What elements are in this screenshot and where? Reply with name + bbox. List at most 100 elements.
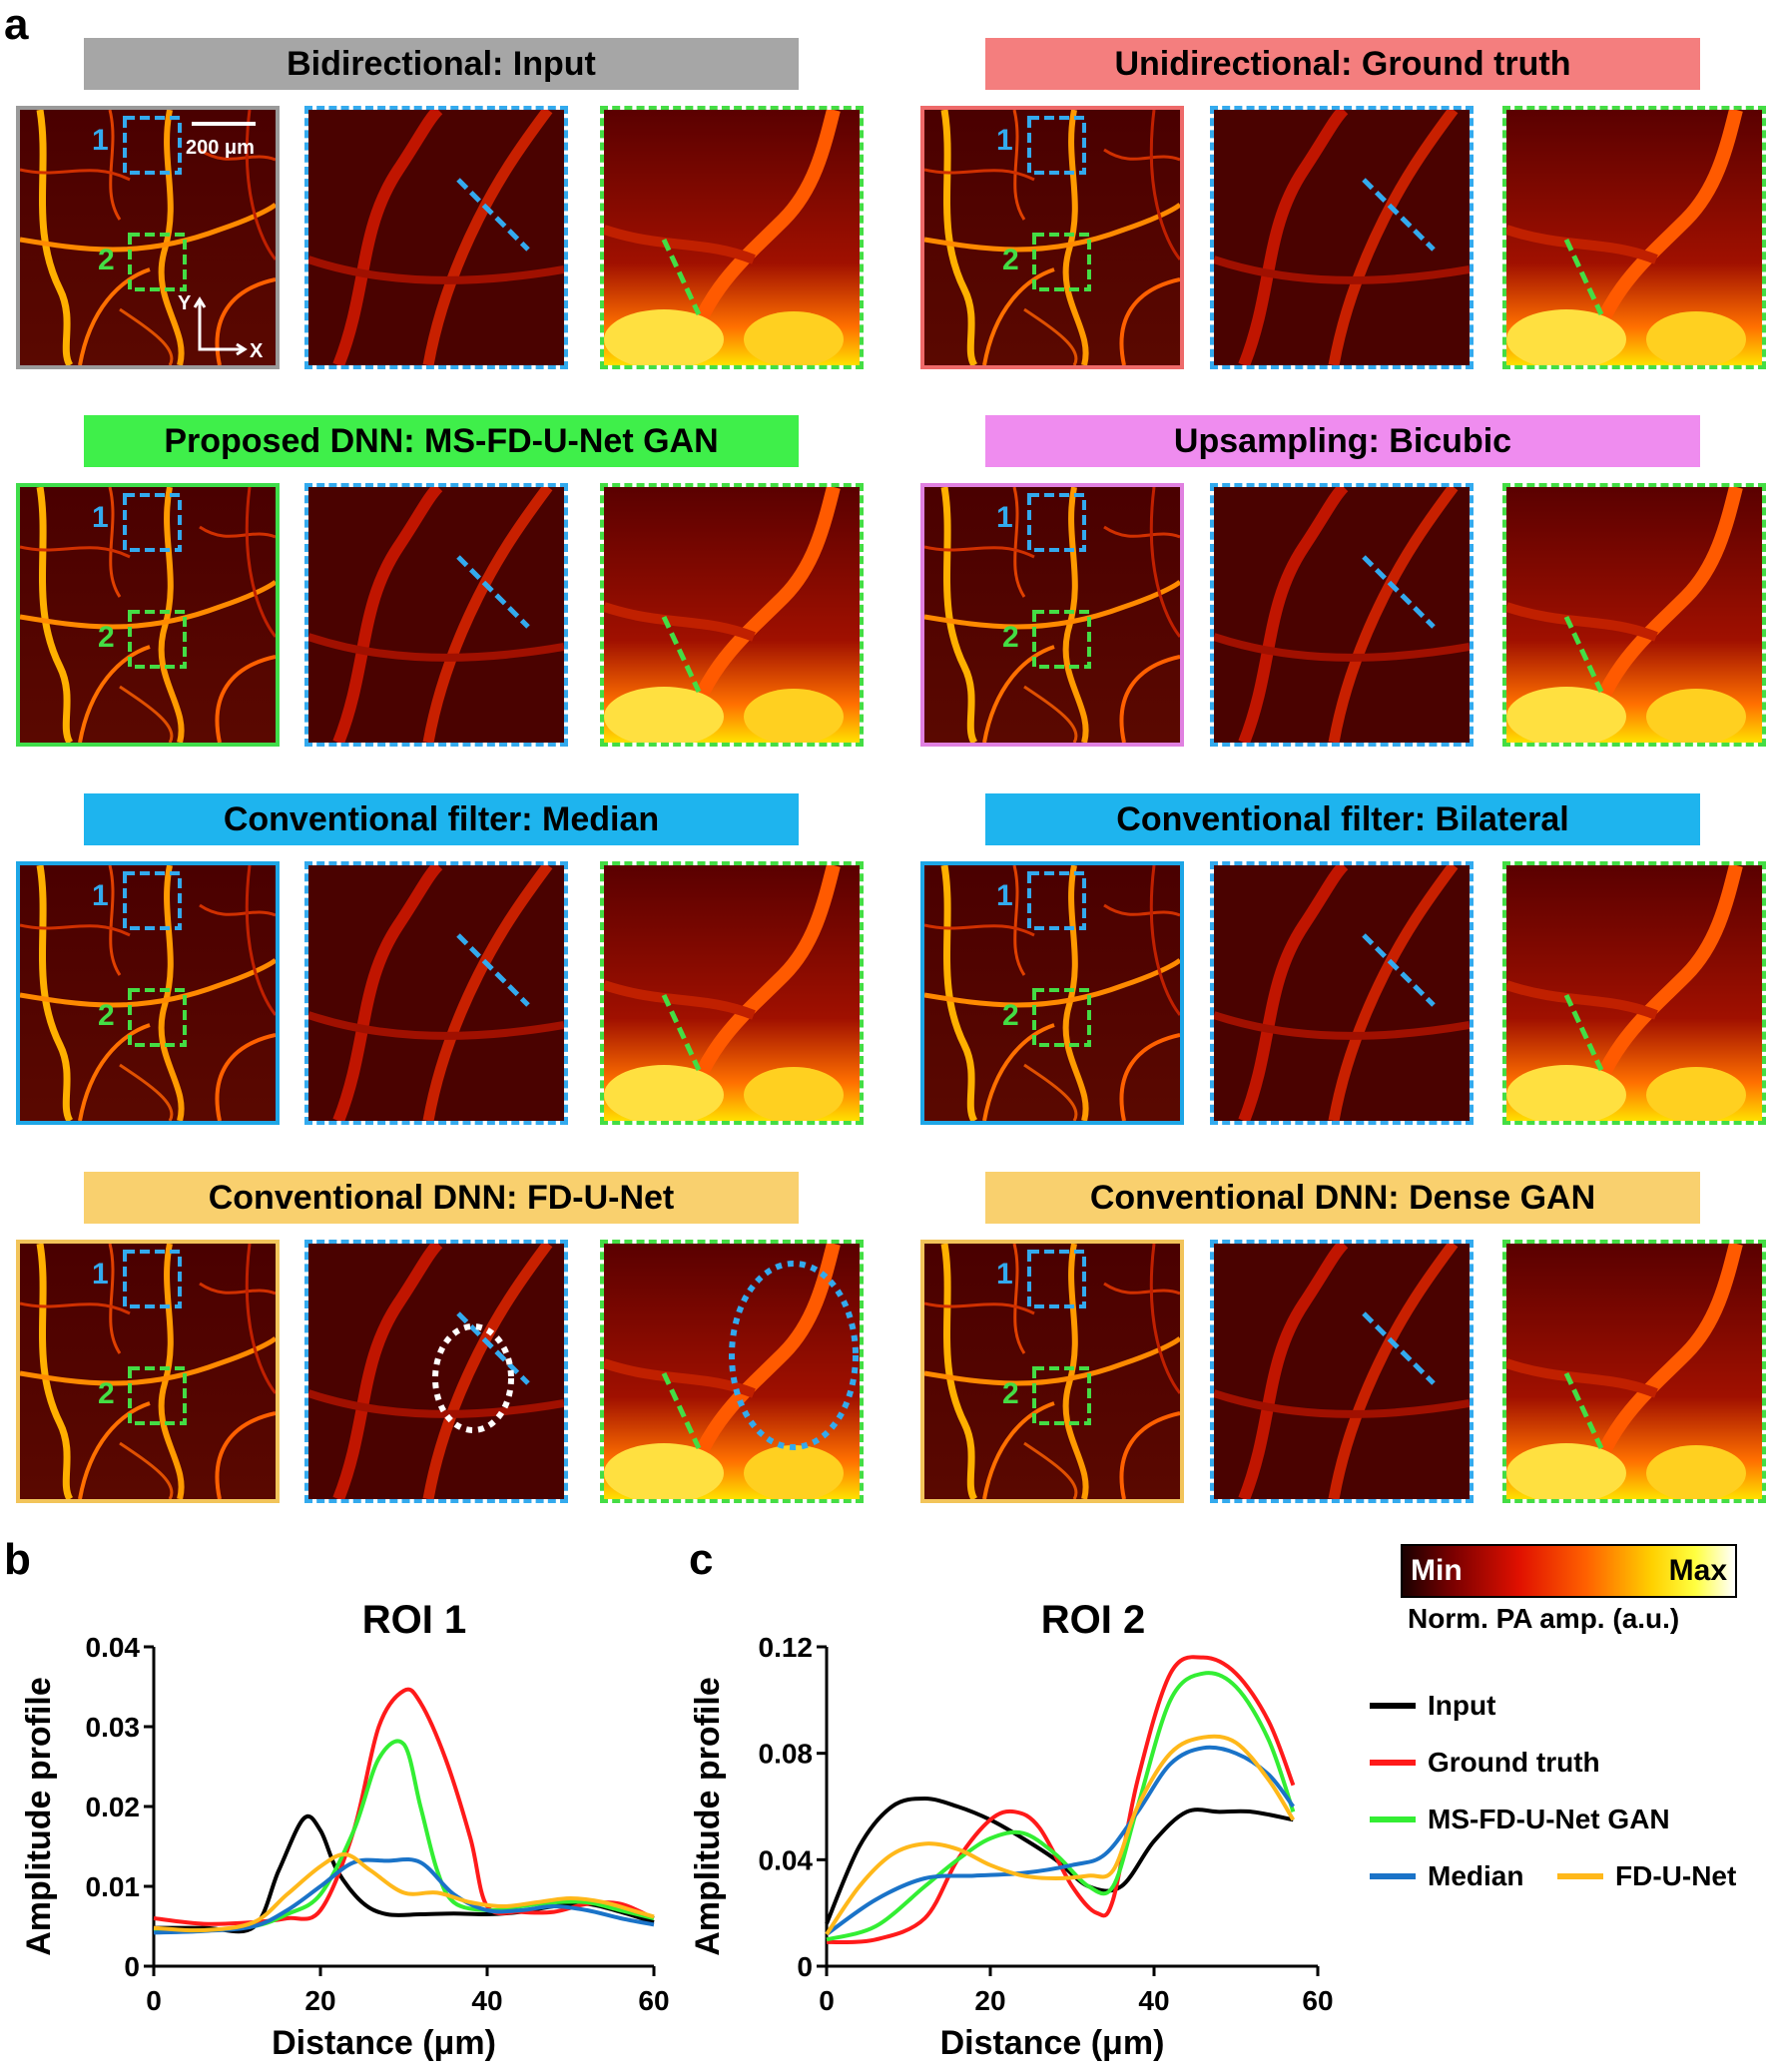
axis-x-label: X [250,340,264,362]
panel-title-bilateral: Conventional filter: Bilateral [985,793,1700,845]
roi1-box [123,871,182,930]
roi1-box [1027,1250,1086,1308]
x-tick-label: 40 [1138,1985,1169,2016]
x-tick-label: 20 [304,1985,335,2016]
roi2-box [128,610,187,669]
roi1-label: 1 [996,1258,1013,1291]
roi2-label: 2 [98,621,115,654]
y-tick-label: 0.12 [759,1632,814,1663]
roi2-profile-line [661,1371,702,1450]
x-tick-label: 20 [974,1985,1005,2016]
bicubic-zoom-roi1-image [1210,483,1474,747]
series-line-median [825,1745,1296,1936]
bicubic-zoom-roi2-image [1502,483,1766,747]
series-line-ground-truth [826,1655,1296,1945]
roi1-profile-line [1362,1311,1436,1385]
y-tick-label: 0.04 [86,1632,141,1663]
x-tick-label: 40 [471,1985,502,2016]
panel-label-c: c [689,1535,714,1584]
roi2-label: 2 [1002,244,1019,276]
y-tick-label: 0.02 [86,1792,141,1822]
legend-item-input: Input [1370,1690,1495,1722]
fd-u-net-zoom-roi2-image [600,1240,864,1503]
bilateral-zoom-roi1-image [1210,861,1474,1125]
colorbar-min-label: Min [1411,1554,1463,1587]
legend-swatch [1370,1873,1416,1879]
roi2-box [128,233,187,291]
axes-indicator [193,296,248,356]
chart-roi2: 0 0.04 0.08 0.12 0 20 40 60 ROI 2 Distance (μm) Am… [689,1598,1334,2062]
roi2-box [128,1366,187,1425]
colorbar-max-label: Max [1668,1554,1727,1587]
legend-swatch [1370,1703,1416,1709]
roi1-label: 1 [92,501,109,534]
legend-item-ground-truth: Ground truth [1370,1747,1600,1779]
y-tick-label: 0 [124,1951,140,1982]
y-tick-label: 0.03 [86,1712,141,1743]
x-axis-label: Distance (μm) [940,2024,1165,2062]
roi1-box [123,116,182,175]
panel-title-median: Conventional filter: Median [84,793,799,845]
roi2-label: 2 [1002,999,1019,1032]
ms-fd-u-net-gan-zoom-roi2-image [600,483,864,747]
roi1-box [1027,116,1086,175]
roi2-label: 2 [1002,621,1019,654]
panel-title-input: Bidirectional: Input [84,38,799,90]
y-tick-label: 0 [797,1951,813,1982]
chart-title: ROI 1 [362,1598,466,1642]
fd-u-net-zoom-roi1-image [304,1240,568,1503]
legend-label: Ground truth [1428,1747,1600,1778]
roi2-profile-line [1563,615,1604,694]
roi2-box [1032,233,1091,291]
panel-title-dense-gan: Conventional DNN: Dense GAN [985,1172,1700,1224]
chart-roi1: 0 0.01 0.02 0.03 0.04 0 20 40 60 ROI 1 Distance (μ… [20,1598,670,2062]
roi1-profile-line [456,933,530,1007]
roi1-profile-line [456,1311,530,1385]
roi1-profile-line [1362,933,1436,1007]
y-tick-label: 0.04 [759,1844,814,1875]
legend-label: Median [1428,1860,1524,1891]
series-line-ms-fd-u-net-gan [826,1671,1296,1942]
ground-truth-zoom-roi1-image [1210,106,1474,369]
x-tick-label: 0 [146,1985,162,2016]
roi1-label: 1 [92,124,109,157]
roi2-box [1032,988,1091,1047]
x-tick-label: 60 [1302,1985,1333,2016]
roi2-profile-line [661,993,702,1072]
artifact-highlight-roi2 [729,1261,859,1450]
roi1-label: 1 [996,124,1013,157]
roi1-label: 1 [996,879,1013,912]
scale-bar-label: 200 μm [186,137,255,159]
input-overview-image: 1 2 200 μm Y X [16,106,280,369]
legend-label: MS-FD-U-Net GAN [1428,1804,1670,1834]
series-line-fd-u-net [153,1851,655,1933]
series-line-input [153,1813,655,1934]
dense-gan-zoom-roi2-image [1502,1240,1766,1503]
x-tick-label: 0 [819,1985,835,2016]
legend-item-median: Median [1370,1860,1523,1892]
roi2-profile-line [661,615,702,694]
roi2-profile-line [661,238,702,316]
legend-swatch [1370,1816,1416,1822]
roi2-profile-line [1563,1371,1604,1450]
roi2-label: 2 [98,1377,115,1410]
dense-gan-zoom-roi1-image [1210,1240,1474,1503]
roi2-label: 2 [98,244,115,276]
roi2-box [1032,1366,1091,1425]
roi1-profile-line [1362,178,1436,252]
artifact-highlight-roi1 [432,1323,514,1433]
ms-fd-u-net-gan-zoom-roi1-image [304,483,568,747]
legend-label: FD-U-Net [1615,1860,1737,1891]
roi2-profile-line [1563,238,1604,316]
roi1-box [123,493,182,552]
panel-title-bicubic: Upsampling: Bicubic [985,415,1700,467]
panel-label-b: b [4,1535,31,1584]
roi1-profile-line [1362,555,1436,629]
roi1-box [123,1250,182,1308]
